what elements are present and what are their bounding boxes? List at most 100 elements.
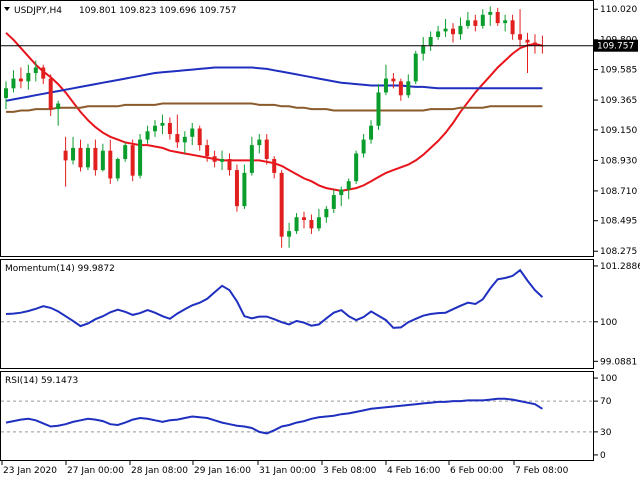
candle-body [428,36,433,46]
price-tick-label: 110.020 [600,5,637,15]
candle-body [369,125,374,140]
candle-body [354,153,359,182]
candle-body [33,67,38,74]
candle-body [175,134,180,143]
candle-body [316,217,321,229]
candle-body [63,150,68,161]
candle-body [406,81,411,96]
candle-body [242,172,247,207]
price-tick-label: 108.495 [600,217,637,227]
last-price-tag-text: 109.757 [597,42,634,52]
time-axis: 23 Jan 2020 27 Jan 00:00 28 Jan 08:00 29 Ja… [1,461,569,476]
candle-body [458,25,463,35]
candle-body [443,28,448,32]
candle-body [331,195,336,209]
candle-body [413,53,418,82]
candle-body [264,139,269,160]
price-tick-label: 109.365 [600,96,637,106]
rsi-indicator: 100 70 30 0 [1,374,617,461]
candle-body [309,220,314,229]
indicator-line [5,268,544,329]
time-tick-label: 28 Jan 08:00 [131,466,188,476]
rsi-panel-frame [0,371,594,461]
candle-body [287,231,292,237]
indicator-tick-label: 100 [600,318,617,328]
candle-body [421,45,426,54]
candle-body [465,20,470,26]
candle-body [18,78,23,82]
candle-body [324,208,329,218]
candle-body [339,189,344,196]
candle-body [510,20,515,35]
candle-body [525,39,530,43]
candle-body [294,217,299,232]
indicator-tick-label: 70 [600,397,612,407]
candle-body [108,150,113,179]
candle-body [279,172,284,237]
candle-body [480,14,485,26]
time-tick-label: 6 Feb 00:00 [450,466,504,476]
candle-body [391,78,396,82]
candle-body [130,145,135,176]
price-tick-label: 108.710 [600,187,637,197]
candle-body [495,12,500,24]
candle-body [167,122,172,135]
candle-body [11,78,16,89]
candle-body [257,139,262,146]
sma-mid-line [5,66,543,102]
candle-body [26,73,31,82]
time-tick-label: 4 Feb 16:00 [387,466,441,476]
candle-body [503,20,508,24]
candle-body [4,88,8,98]
time-tick-label: 29 Jan 16:00 [194,466,251,476]
candle-body [398,81,403,96]
indicator-tick-label: 100 [600,374,617,384]
candle-body [41,67,46,79]
candle-body [272,159,277,173]
indicator-tick-label: 101.2886 [600,262,640,272]
candle-body [473,20,478,26]
indicator-tick-label: 30 [600,428,612,438]
last-price-marker: 109.757 [1,39,638,52]
candle-body [488,12,493,15]
indicator-tick-label: 0 [600,451,606,461]
candle-body [302,217,306,221]
time-tick-label: 27 Jan 00:00 [67,466,124,476]
candle-body [145,131,150,140]
momentum-panel-frame [0,259,594,369]
candle-body [190,128,195,137]
candle-body [212,156,217,162]
candle-body [518,34,523,40]
ohlc-label: 109.801 109.823 109.696 109.757 [79,6,236,16]
sma-slow-line [6,102,543,113]
candle-body [78,147,83,168]
candle-body [361,139,366,154]
candle-body [234,170,239,207]
candle-body [56,103,61,110]
candle-body [346,181,351,190]
price-tick-label: 108.275 [600,247,637,257]
candle-body [93,147,98,171]
candle-body [205,145,210,157]
candle-body [138,139,143,176]
momentum-title: Momentum(14) 99.9872 [5,264,115,274]
candle-body [153,125,157,132]
time-tick-label: 7 Feb 08:00 [515,466,569,476]
candle-body [451,28,455,35]
time-tick-label: 23 Jan 2020 [3,466,57,476]
candle-body [249,145,254,173]
candle-body [48,78,53,110]
candle-body [123,145,128,160]
last-price-tag [594,39,638,52]
candle-body [115,159,120,179]
time-tick-label: 3 Feb 08:00 [323,466,377,476]
price-tick-label: 109.585 [600,66,637,76]
candle-body [436,31,441,37]
price-tick-label: 108.930 [600,156,637,166]
indicator-tick-label: 99.0881 [600,357,637,367]
price-tick-label: 109.150 [600,126,637,136]
candle-body [220,159,225,162]
collapse-triangle-icon[interactable] [4,7,10,11]
momentum-indicator: 101.2886 100 99.0881 [1,262,640,367]
